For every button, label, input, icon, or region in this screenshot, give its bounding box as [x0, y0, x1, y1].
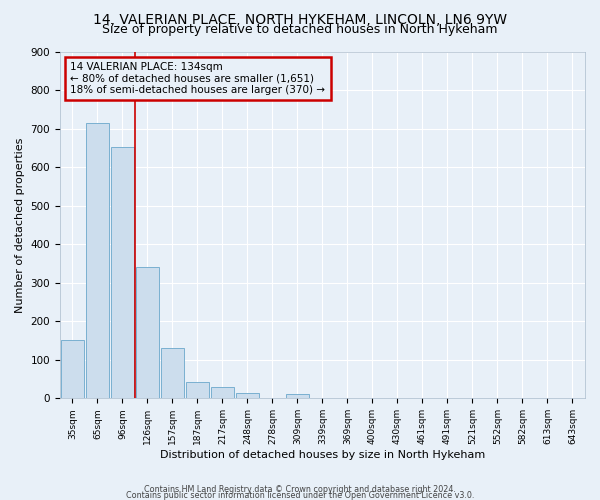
- Bar: [111, 148, 134, 398]
- Bar: [136, 268, 158, 398]
- X-axis label: Distribution of detached houses by size in North Hykeham: Distribution of detached houses by size …: [160, 450, 485, 460]
- Bar: [86, 123, 109, 398]
- Bar: [61, 340, 83, 398]
- Bar: [236, 394, 259, 398]
- Bar: [186, 382, 209, 398]
- Y-axis label: Number of detached properties: Number of detached properties: [15, 137, 25, 312]
- Text: 14 VALERIAN PLACE: 134sqm
← 80% of detached houses are smaller (1,651)
18% of se: 14 VALERIAN PLACE: 134sqm ← 80% of detac…: [70, 62, 325, 95]
- Text: Contains HM Land Registry data © Crown copyright and database right 2024.: Contains HM Land Registry data © Crown c…: [144, 485, 456, 494]
- Text: Size of property relative to detached houses in North Hykeham: Size of property relative to detached ho…: [102, 22, 498, 36]
- Bar: [161, 348, 184, 399]
- Text: Contains public sector information licensed under the Open Government Licence v3: Contains public sector information licen…: [126, 490, 474, 500]
- Text: 14, VALERIAN PLACE, NORTH HYKEHAM, LINCOLN, LN6 9YW: 14, VALERIAN PLACE, NORTH HYKEHAM, LINCO…: [93, 12, 507, 26]
- Bar: [286, 394, 308, 398]
- Bar: [211, 387, 233, 398]
